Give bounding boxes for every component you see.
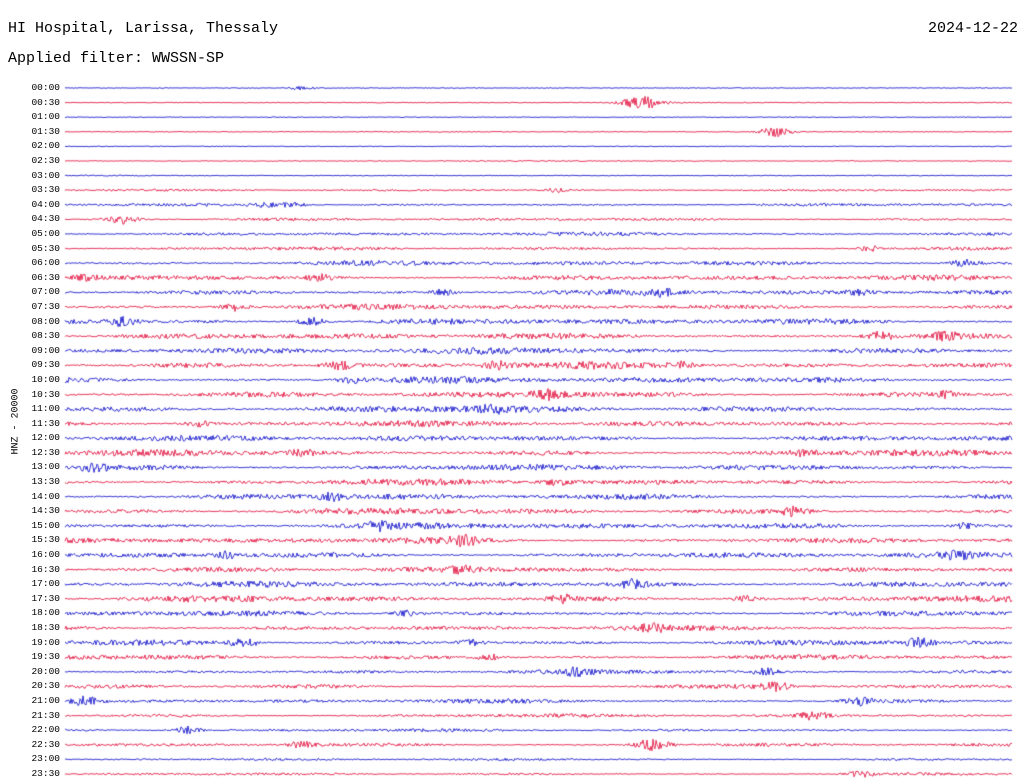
time-label: 02:30 bbox=[31, 154, 60, 166]
time-label: 14:30 bbox=[31, 505, 60, 517]
time-label: 22:30 bbox=[31, 738, 60, 750]
time-label: 19:00 bbox=[31, 636, 60, 648]
time-label: 13:30 bbox=[31, 476, 60, 488]
time-label: 18:30 bbox=[31, 622, 60, 634]
time-label: 01:30 bbox=[31, 125, 60, 137]
time-label: 23:00 bbox=[31, 753, 60, 765]
time-label: 14:00 bbox=[31, 490, 60, 502]
time-label: 15:30 bbox=[31, 534, 60, 546]
time-label: 08:00 bbox=[31, 315, 60, 327]
time-label: 21:30 bbox=[31, 709, 60, 721]
time-label: 04:00 bbox=[31, 198, 60, 210]
time-label: 23:30 bbox=[31, 768, 60, 779]
time-label: 10:30 bbox=[31, 388, 60, 400]
time-label: 17:00 bbox=[31, 578, 60, 590]
time-label: 12:00 bbox=[31, 432, 60, 444]
time-label: 21:00 bbox=[31, 695, 60, 707]
time-label: 20:00 bbox=[31, 665, 60, 677]
time-label: 06:30 bbox=[31, 271, 60, 283]
time-label: 09:00 bbox=[31, 344, 60, 356]
time-label: 08:30 bbox=[31, 330, 60, 342]
time-label: 04:30 bbox=[31, 213, 60, 225]
time-label: 20:30 bbox=[31, 680, 60, 692]
time-label: 07:00 bbox=[31, 286, 60, 298]
time-label: 03:30 bbox=[31, 184, 60, 196]
time-label: 02:00 bbox=[31, 140, 60, 152]
time-label: 22:00 bbox=[31, 724, 60, 736]
time-label: 15:00 bbox=[31, 519, 60, 531]
time-label: 01:00 bbox=[31, 111, 60, 123]
time-label: 05:00 bbox=[31, 227, 60, 239]
time-label: 19:30 bbox=[31, 651, 60, 663]
time-label: 13:00 bbox=[31, 461, 60, 473]
time-label: 12:30 bbox=[31, 446, 60, 458]
time-axis: 00:00 00:30 01:00 01:30 02:00 02:30 03:00 03:30… bbox=[0, 0, 62, 780]
time-label: 18:00 bbox=[31, 607, 60, 619]
time-label: 07:30 bbox=[31, 300, 60, 312]
time-label: 16:00 bbox=[31, 549, 60, 561]
time-label: 11:30 bbox=[31, 417, 60, 429]
time-label: 03:00 bbox=[31, 169, 60, 181]
time-label: 09:30 bbox=[31, 359, 60, 371]
time-label: 05:30 bbox=[31, 242, 60, 254]
time-label: 10:00 bbox=[31, 373, 60, 385]
time-label: 11:00 bbox=[31, 403, 60, 415]
time-label: 00:00 bbox=[31, 82, 60, 93]
time-label: 06:00 bbox=[31, 257, 60, 269]
time-label: 00:30 bbox=[31, 96, 60, 108]
time-label: 16:30 bbox=[31, 563, 60, 575]
time-label: 17:30 bbox=[31, 592, 60, 604]
